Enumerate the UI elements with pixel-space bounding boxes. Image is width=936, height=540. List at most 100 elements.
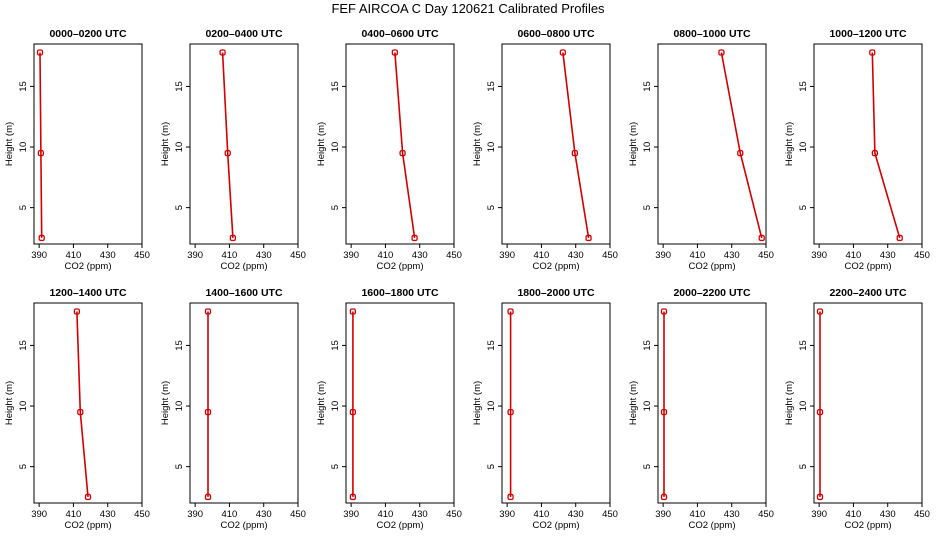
x-tick-label: 450 bbox=[914, 250, 930, 261]
panel-title: 1600–1800 UTC bbox=[361, 287, 438, 299]
x-axis-label: CO2 (ppm) bbox=[221, 261, 268, 272]
x-tick-label: 410 bbox=[533, 250, 549, 261]
y-axis-label: Height (m) bbox=[160, 381, 171, 425]
data-point bbox=[718, 49, 725, 56]
x-tick-label: 410 bbox=[689, 250, 705, 261]
data-point bbox=[660, 493, 668, 501]
panel-title: 0400–0600 UTC bbox=[361, 28, 438, 40]
data-point bbox=[219, 49, 226, 56]
plot-frame bbox=[345, 43, 455, 245]
x-tick-label: 450 bbox=[446, 250, 462, 261]
y-tick-label: 10 bbox=[486, 401, 497, 412]
panel-title: 1000–1200 UTC bbox=[829, 28, 906, 40]
x-tick-label: 390 bbox=[31, 509, 47, 520]
profile-line bbox=[871, 52, 901, 239]
x-tick-label: 430 bbox=[100, 250, 116, 261]
y-tick-label: 5 bbox=[486, 464, 497, 469]
x-tick-label: 410 bbox=[377, 509, 393, 520]
x-tick-label: 390 bbox=[31, 250, 47, 261]
profile-line bbox=[221, 52, 234, 238]
panel-title: 0000–0200 UTC bbox=[49, 28, 126, 40]
x-axis-label: CO2 (ppm) bbox=[533, 520, 580, 531]
y-tick-label: 15 bbox=[18, 340, 29, 351]
x-tick-label: 410 bbox=[65, 509, 81, 520]
x-tick-label: 450 bbox=[290, 250, 306, 261]
x-tick-label: 450 bbox=[602, 509, 618, 520]
y-tick-label: 5 bbox=[642, 205, 653, 210]
x-axis-label: CO2 (ppm) bbox=[689, 520, 736, 531]
y-axis-label: Height (m) bbox=[784, 381, 795, 425]
x-tick-label: 410 bbox=[845, 250, 861, 261]
data-point bbox=[737, 149, 744, 157]
data-point bbox=[391, 49, 399, 56]
x-tick-label: 390 bbox=[187, 250, 203, 261]
y-tick-label: 5 bbox=[18, 464, 29, 469]
y-tick-label: 5 bbox=[18, 205, 29, 210]
y-axis-label: Height (m) bbox=[316, 381, 327, 425]
y-tick-label: 10 bbox=[174, 401, 185, 412]
x-tick-label: 390 bbox=[811, 250, 827, 261]
data-point bbox=[399, 149, 406, 157]
y-tick-label: 10 bbox=[486, 142, 497, 153]
x-axis-label: CO2 (ppm) bbox=[377, 261, 424, 272]
y-tick-label: 10 bbox=[18, 142, 29, 153]
plot-frame bbox=[657, 302, 767, 504]
plot-frame bbox=[189, 302, 299, 504]
x-tick-label: 410 bbox=[65, 250, 81, 261]
data-point bbox=[224, 149, 231, 157]
x-tick-label: 430 bbox=[100, 509, 116, 520]
y-tick-label: 15 bbox=[798, 340, 809, 351]
data-point bbox=[37, 149, 45, 157]
y-tick-label: 15 bbox=[18, 81, 29, 92]
x-tick-label: 450 bbox=[446, 509, 462, 520]
data-point bbox=[229, 234, 237, 242]
profile-line bbox=[76, 311, 89, 497]
y-tick-label: 15 bbox=[486, 81, 497, 92]
y-tick-label: 15 bbox=[330, 81, 341, 92]
y-axis-label: Height (m) bbox=[784, 122, 795, 166]
data-point bbox=[36, 49, 44, 56]
x-tick-label: 430 bbox=[256, 509, 272, 520]
y-tick-label: 5 bbox=[642, 464, 653, 469]
profile-line bbox=[562, 52, 590, 239]
y-tick-label: 15 bbox=[798, 81, 809, 92]
data-point bbox=[871, 149, 879, 157]
plot-frame bbox=[33, 43, 143, 245]
data-point bbox=[204, 493, 212, 501]
x-tick-label: 450 bbox=[914, 509, 930, 520]
data-point bbox=[349, 308, 357, 315]
panel-title: 0600–0800 UTC bbox=[517, 28, 594, 40]
x-axis-label: CO2 (ppm) bbox=[845, 261, 892, 272]
y-tick-label: 15 bbox=[174, 81, 185, 92]
x-tick-label: 450 bbox=[134, 250, 150, 261]
data-point bbox=[816, 308, 824, 315]
x-axis-label: CO2 (ppm) bbox=[845, 520, 892, 531]
x-tick-label: 450 bbox=[758, 250, 774, 261]
x-tick-label: 430 bbox=[568, 250, 584, 261]
x-tick-label: 390 bbox=[811, 509, 827, 520]
y-tick-label: 5 bbox=[798, 205, 809, 210]
data-point bbox=[758, 234, 765, 242]
x-tick-label: 450 bbox=[290, 509, 306, 520]
y-tick-label: 5 bbox=[174, 464, 185, 469]
data-point bbox=[77, 408, 84, 416]
plot-frame bbox=[189, 43, 299, 245]
y-tick-label: 10 bbox=[642, 401, 653, 412]
x-tick-label: 450 bbox=[602, 250, 618, 261]
x-tick-label: 410 bbox=[221, 250, 237, 261]
plot-frame bbox=[657, 43, 767, 245]
data-point bbox=[585, 234, 592, 242]
profile-line bbox=[720, 52, 763, 239]
y-tick-label: 15 bbox=[642, 340, 653, 351]
x-axis-label: CO2 (ppm) bbox=[533, 261, 580, 272]
data-point bbox=[816, 408, 824, 416]
panel-title: 1800–2000 UTC bbox=[517, 287, 594, 299]
data-point bbox=[660, 408, 668, 416]
plot-frame bbox=[345, 302, 455, 504]
plot-frame bbox=[813, 43, 923, 245]
y-axis-label: Height (m) bbox=[4, 381, 15, 425]
x-tick-label: 390 bbox=[655, 250, 671, 261]
y-axis-label: Height (m) bbox=[628, 381, 639, 425]
y-axis-label: Height (m) bbox=[4, 122, 15, 166]
data-point bbox=[571, 149, 579, 157]
